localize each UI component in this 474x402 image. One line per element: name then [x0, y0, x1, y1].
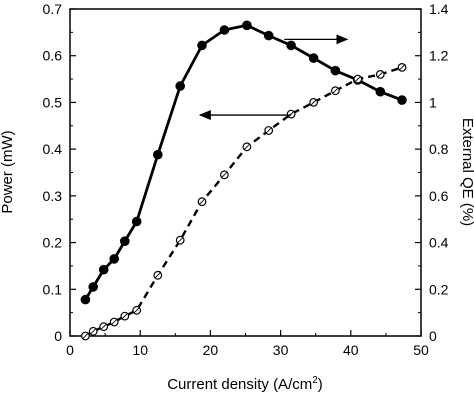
power-data-point — [263, 30, 274, 41]
x-tick-label: 50 — [413, 342, 429, 358]
left-y-tick-label: 0.5 — [43, 94, 63, 110]
qe-data-point-hatch — [288, 111, 294, 117]
power-data-point — [375, 86, 386, 97]
power-data-point — [242, 20, 252, 31]
left-y-tick-label: 0.7 — [43, 1, 63, 17]
power-data-point — [397, 95, 407, 105]
right-y-tick-label: 0.2 — [429, 281, 449, 297]
power-data-point — [80, 294, 91, 305]
power-data-point — [88, 282, 98, 292]
qe-data-point-hatch — [133, 307, 140, 314]
power-data-point — [219, 25, 230, 35]
left-y-tick-label: 0.6 — [43, 48, 63, 64]
left-y-tick-label: 0 — [54, 328, 62, 344]
qe-data-point-hatch — [399, 64, 405, 71]
qe-data-point-hatch — [90, 328, 96, 335]
right-y-tick-label: 1.4 — [429, 1, 449, 17]
qe-data-point-hatch — [221, 172, 228, 178]
left-y-tick-label: 0.1 — [43, 281, 63, 297]
x-tick-label: 10 — [132, 342, 148, 358]
power-data-point — [175, 81, 185, 91]
qe-data-point-hatch — [100, 323, 107, 330]
qe-data-point-hatch — [377, 71, 384, 78]
power-data-point — [98, 264, 109, 275]
x-tick-label: 40 — [343, 342, 359, 358]
power-data-point — [153, 149, 163, 160]
power-data-point — [286, 40, 296, 51]
qe-data-point-hatch — [111, 319, 117, 325]
qe-data-point-hatch — [265, 127, 272, 134]
qe-data-point-hatch — [310, 99, 317, 106]
qe-series-line — [84, 66, 403, 338]
right-y-tick-label: 1 — [429, 94, 437, 110]
left-y-tick-label: 0.3 — [43, 188, 63, 204]
x-tick-label: 20 — [203, 342, 219, 358]
annotation-layer — [198, 34, 349, 121]
plot-frame — [69, 8, 422, 337]
qe-data-point-hatch — [122, 313, 128, 319]
power-series-line — [84, 23, 403, 301]
left-y-tick-label: 0.4 — [43, 141, 63, 157]
qe-data-point-hatch — [199, 198, 205, 205]
power-data-point — [120, 236, 130, 246]
x-tick-label: 30 — [273, 342, 289, 358]
right-y-tick-label: 0.8 — [429, 141, 449, 157]
x-tick-label: 0 — [66, 342, 74, 358]
right-y-tick-label: 1.2 — [429, 48, 449, 64]
left-y-axis-title: Power (mW) — [0, 130, 16, 213]
power-data-point — [330, 65, 341, 76]
qe-data-point-hatch — [355, 76, 361, 82]
right-y-tick-label: 0.6 — [429, 188, 449, 204]
qe-data-point-hatch — [154, 272, 161, 279]
power-data-point — [197, 40, 207, 51]
series-layer — [80, 20, 407, 341]
left-y-tick-label: 0.2 — [43, 235, 63, 251]
x-axis-ticks: 0 10 20 30 40 50 — [66, 330, 429, 358]
right-y-axis-title: External QE (%) — [459, 118, 474, 226]
right-y-tick-label: 0 — [429, 328, 437, 344]
right-y-axis-ticks: 0 0.2 0.4 0.6 0.8 1 1.2 1.4 — [415, 1, 449, 344]
power-data-point — [109, 254, 119, 264]
power-data-point — [131, 216, 142, 227]
qe-data-point-hatch — [177, 237, 183, 243]
qe-data-point-hatch — [244, 144, 250, 150]
x-axis-title: Current density (A/cm2) — [167, 375, 323, 393]
right-y-tick-label: 0.4 — [429, 235, 449, 251]
qe-data-point-hatch — [82, 333, 89, 339]
power-data-point — [308, 53, 319, 63]
qe-data-point-hatch — [332, 87, 339, 94]
left-y-axis-ticks: 0 0.1 0.2 0.3 0.4 0.5 0.6 0.7 — [43, 1, 76, 344]
